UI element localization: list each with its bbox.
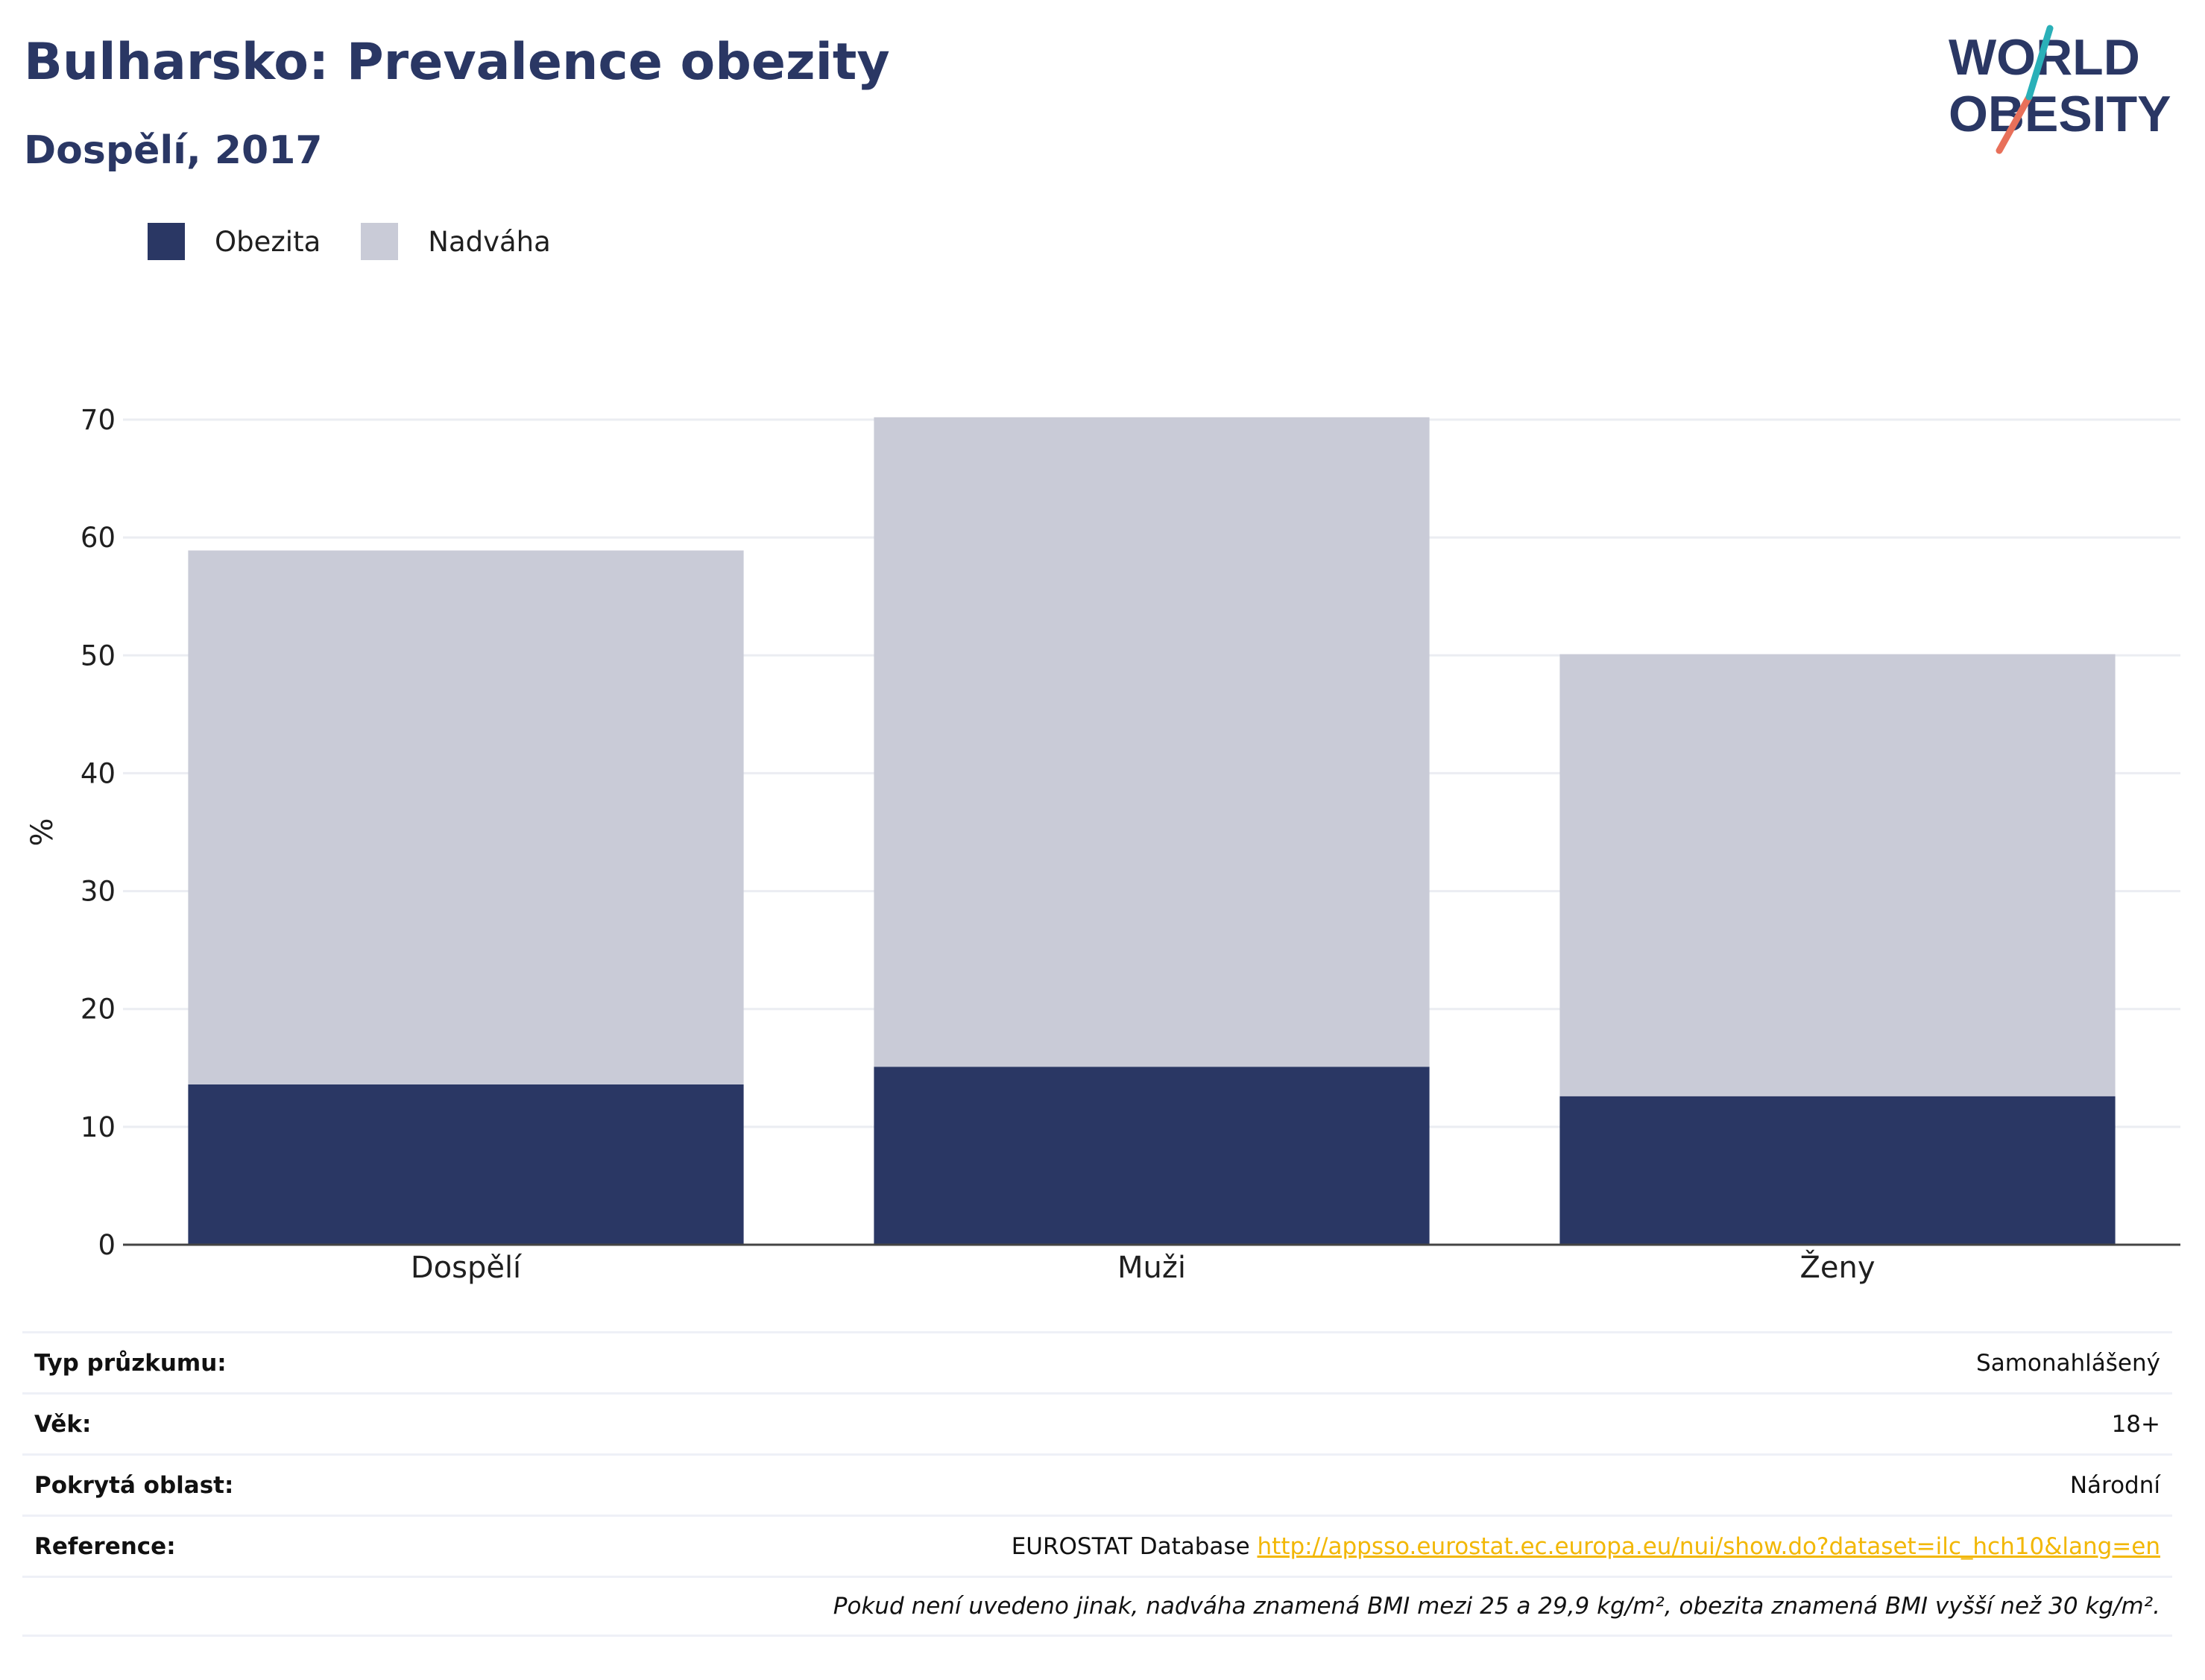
info-row-reference: Reference: EUROSTAT Database http://apps… <box>22 1515 2172 1576</box>
bar-obesity <box>1559 1096 2116 1245</box>
info-row-age: Věk: 18+ <box>22 1392 2172 1453</box>
legend-label-overweight: Nadváha <box>428 225 551 258</box>
legend-item-obesity[interactable]: Obezita <box>148 223 321 260</box>
y-tick-label: 10 <box>81 1111 116 1143</box>
bar-overweight <box>188 550 744 1084</box>
bar-obesity <box>874 1067 1430 1245</box>
y-tick-label: 50 <box>81 640 116 672</box>
reference-source: EUROSTAT Database <box>1011 1532 1250 1560</box>
x-tick-label: Ženy <box>1799 1249 1875 1285</box>
y-tick-label: 20 <box>81 994 116 1026</box>
y-tick-label: 60 <box>81 522 116 554</box>
info-row-note: Pokud není uvedeno jinak, nadváha znamen… <box>22 1576 2172 1637</box>
bar-overweight <box>874 417 1430 1067</box>
info-row-area: Pokrytá oblast: Národní <box>22 1453 2172 1515</box>
info-value: EUROSTAT Database http://appsso.eurostat… <box>1012 1533 2160 1560</box>
bar-chart: 0 10 20 30 40 50 60 70% Dospělí Muži Ženy <box>25 404 2180 1285</box>
legend-swatch-obesity <box>148 223 185 260</box>
legend-label-obesity: Obezita <box>215 225 321 258</box>
x-tick-label: Muži <box>1117 1251 1186 1285</box>
info-value: 18+ <box>2111 1410 2160 1438</box>
info-label: Reference: <box>34 1532 176 1560</box>
y-axis-label: % <box>25 818 60 846</box>
info-label: Věk: <box>34 1410 92 1438</box>
chart-legend: Obezita Nadváha <box>148 222 591 261</box>
info-label: Pokrytá oblast: <box>34 1471 234 1499</box>
bar-overweight <box>1559 654 2116 1096</box>
world-obesity-logo: WORLD OBESITY <box>1949 25 2171 154</box>
info-row-survey-type: Typ průzkumu: Samonahlášený <box>22 1331 2172 1392</box>
y-tick-label: 40 <box>81 757 116 789</box>
y-tick-label: 70 <box>81 404 116 436</box>
y-tick-label: 0 <box>98 1229 116 1261</box>
legend-swatch-overweight <box>361 223 399 260</box>
logo-line2: OBESITY <box>1949 86 2171 142</box>
legend-item-overweight[interactable]: Nadváha <box>361 223 551 260</box>
bmi-note: Pokud není uvedeno jinak, nadváha znamen… <box>833 1593 2160 1620</box>
reference-link[interactable]: http://appsso.eurostat.ec.europa.eu/nui/… <box>1257 1532 2160 1560</box>
page-title: Bulharsko: Prevalence obezity <box>24 33 890 92</box>
logo-slash-red <box>1996 93 2033 154</box>
y-tick-label: 30 <box>81 876 116 908</box>
info-value: Národní <box>2069 1471 2160 1499</box>
page-subtitle: Dospělí, 2017 <box>24 128 323 173</box>
x-tick-label: Dospělí <box>411 1251 523 1285</box>
logo-slash-teal <box>2025 25 2054 101</box>
bar-obesity <box>188 1084 744 1245</box>
info-label: Typ průzkumu: <box>34 1349 227 1377</box>
info-value: Samonahlášený <box>1976 1349 2160 1377</box>
info-table: Typ průzkumu: Samonahlášený Věk: 18+ Pok… <box>22 1331 2172 1637</box>
